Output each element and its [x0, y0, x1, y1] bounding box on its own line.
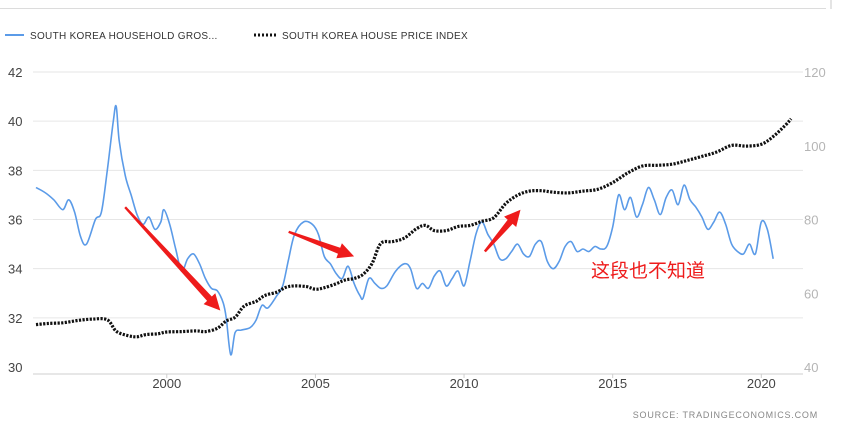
right-tick-label: 80 [804, 213, 818, 228]
annotation-arrows [124, 206, 521, 311]
grid-lines [33, 71, 803, 319]
left-axis-ticks: 30 32 34 36 38 40 42 [8, 65, 22, 375]
series-line-household[interactable] [35, 104, 774, 356]
x-tick-label: 2000 [152, 376, 181, 391]
top-border [0, 0, 848, 9]
annotation-text: 这段也不知道 [591, 260, 705, 282]
annotation-arrow [124, 206, 221, 311]
x-axis-ticks: 2000 2005 2010 2015 2020 [152, 374, 776, 391]
x-tick-label: 2005 [301, 376, 330, 391]
legend-label-house-price[interactable]: SOUTH KOREA HOUSE PRICE INDEX [282, 31, 468, 42]
x-tick-label: 2020 [747, 376, 776, 391]
right-tick-label: 100 [804, 139, 826, 154]
left-tick-label: 32 [8, 311, 22, 326]
source-credit[interactable]: SOURCE: TRADINGECONOMICS.COM [633, 410, 818, 420]
left-tick-label: 40 [8, 114, 22, 129]
scroll-edge [830, 0, 832, 9]
left-tick-label: 38 [8, 163, 22, 178]
right-tick-label: 120 [804, 65, 826, 80]
annotation-arrow [288, 230, 355, 259]
left-tick-label: 36 [8, 213, 22, 228]
x-tick-label: 2010 [450, 376, 479, 391]
legend-label-household[interactable]: SOUTH KOREA HOUSEHOLD GROS... [30, 31, 218, 42]
annotation-arrow [483, 209, 521, 253]
left-tick-label: 42 [8, 65, 22, 80]
right-axis-ticks: 40 60 80 100 120 [804, 65, 826, 375]
chart-legend[interactable]: SOUTH KOREA HOUSEHOLD GROS... SOUTH KORE… [5, 31, 468, 42]
left-tick-label: 30 [8, 360, 22, 375]
right-tick-label: 40 [804, 360, 818, 375]
x-tick-label: 2015 [598, 376, 627, 391]
right-tick-label: 60 [804, 286, 818, 301]
series-line-house-price[interactable] [35, 117, 793, 339]
top-divider [0, 0, 826, 9]
left-tick-label: 34 [8, 262, 22, 277]
